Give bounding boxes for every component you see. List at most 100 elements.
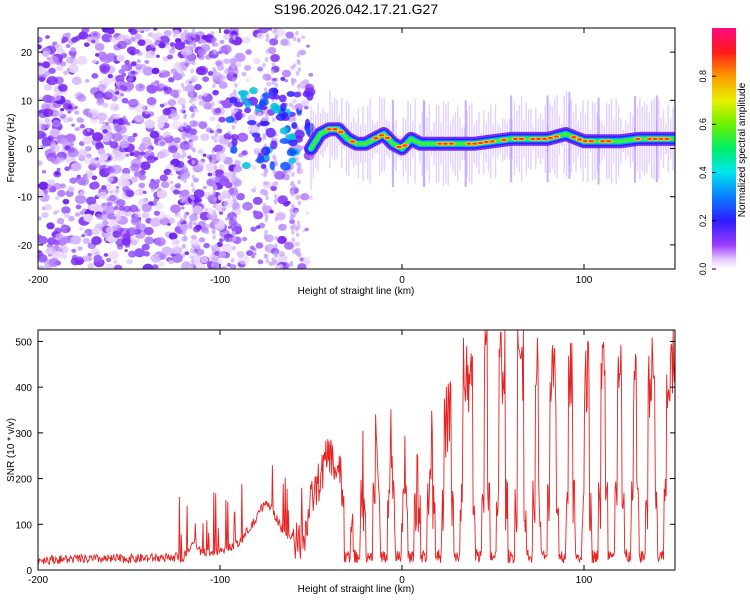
ridge-peak: [542, 137, 548, 140]
noise-blob: [74, 194, 87, 205]
noise-blob: [302, 256, 311, 264]
noise-streak: [296, 166, 301, 172]
noise-streak: [273, 28, 278, 33]
noise-blob: [223, 198, 235, 208]
signal-blob: [260, 163, 267, 169]
noise-blob: [168, 77, 175, 83]
noise-streak: [263, 253, 268, 259]
noise-blob: [144, 108, 152, 115]
noise-blob: [183, 140, 189, 145]
noise-streak: [292, 36, 297, 42]
noise-blob: [168, 259, 174, 265]
noise-blob: [193, 107, 200, 113]
noise-streak: [191, 187, 196, 193]
noise-blob: [245, 78, 250, 83]
noise-blob: [175, 160, 185, 169]
noise-blob: [144, 236, 154, 245]
noise-blob: [101, 203, 106, 207]
noise-streak: [231, 245, 236, 251]
ridge-peak: [489, 140, 495, 143]
noise-blob: [79, 118, 85, 123]
noise-streak: [211, 135, 215, 141]
noise-blob: [119, 84, 128, 92]
noise-streak: [232, 236, 237, 241]
noise-streak: [231, 124, 236, 130]
noise-streak: [261, 205, 266, 211]
noise-blob: [121, 72, 127, 77]
colorbar-tick-label: 0.8: [698, 70, 708, 83]
noise-blob: [170, 204, 181, 214]
noise-blob: [154, 80, 160, 85]
noise-blob: [112, 37, 120, 44]
noise-streak: [182, 152, 187, 158]
noise-blob: [177, 97, 186, 106]
noise-streak: [233, 57, 238, 63]
noise-blob: [165, 45, 170, 49]
spectrogram-xlabel: Height of straight line (km): [298, 286, 415, 297]
noise-blob: [59, 137, 69, 145]
noise-blob: [51, 119, 61, 128]
noise-blob: [134, 248, 146, 258]
noise-blob: [125, 121, 131, 126]
signal-blob: [280, 161, 291, 171]
noise-blob: [256, 112, 263, 117]
noise-streak: [295, 225, 299, 231]
noise-blob: [128, 226, 138, 235]
noise-blob: [44, 118, 51, 124]
noise-streak: [213, 165, 218, 171]
noise-blob: [134, 49, 141, 55]
noise-blob: [213, 250, 221, 257]
noise-blob: [163, 30, 172, 37]
noise-streak: [274, 216, 279, 222]
noise-streak: [192, 33, 196, 38]
noise-blob: [96, 97, 105, 104]
noise-blob: [45, 123, 51, 128]
noise-blob: [102, 76, 113, 85]
colorbar: 0.0 0.2 0.4 0.6 0.8 Normalized spectral ampl…: [698, 28, 748, 275]
noise-blob: [85, 145, 92, 152]
noise-streak: [189, 86, 194, 92]
noise-blob: [130, 36, 136, 42]
noise-blob: [44, 203, 52, 211]
noise-blob: [126, 258, 133, 265]
noise-streak: [265, 113, 269, 118]
noise-blob: [212, 89, 219, 96]
noise-streak: [191, 103, 196, 109]
signal-blob: [270, 102, 279, 112]
noise-blob: [82, 208, 87, 213]
signal-blob: [230, 145, 238, 154]
noise-blob: [142, 263, 154, 269]
noise-streak: [274, 259, 279, 265]
noise-streak: [189, 264, 193, 269]
noise-streak: [231, 264, 235, 269]
x-tick-label: -100: [210, 275, 230, 286]
noise-blob: [159, 174, 168, 182]
noise-blob: [109, 140, 119, 149]
noise-blob: [134, 114, 144, 123]
ridge-peak: [518, 137, 524, 140]
noise-streak: [214, 129, 219, 135]
noise-blob: [223, 133, 231, 140]
noise-streak: [262, 133, 266, 139]
noise-streak: [214, 219, 219, 225]
noise-blob: [277, 195, 288, 205]
noise-blob: [269, 38, 279, 46]
noise-blob: [198, 54, 205, 60]
noise-streak: [295, 194, 299, 200]
noise-streak: [271, 62, 276, 67]
noise-streak: [233, 119, 238, 125]
noise-blob: [215, 152, 227, 162]
noise-blob: [161, 246, 170, 254]
noise-blob: [105, 205, 116, 214]
noise-blob: [257, 66, 264, 72]
noise-blob: [48, 257, 60, 267]
noise-blob: [67, 117, 74, 122]
noise-streak: [183, 53, 187, 59]
noise-streak: [263, 87, 268, 92]
noise-blob: [115, 186, 120, 190]
noise-blob: [68, 215, 75, 222]
noise-blob: [188, 80, 193, 84]
noise-blob: [86, 112, 93, 118]
snr-series-line: [38, 330, 675, 565]
noise-streak: [262, 62, 266, 68]
